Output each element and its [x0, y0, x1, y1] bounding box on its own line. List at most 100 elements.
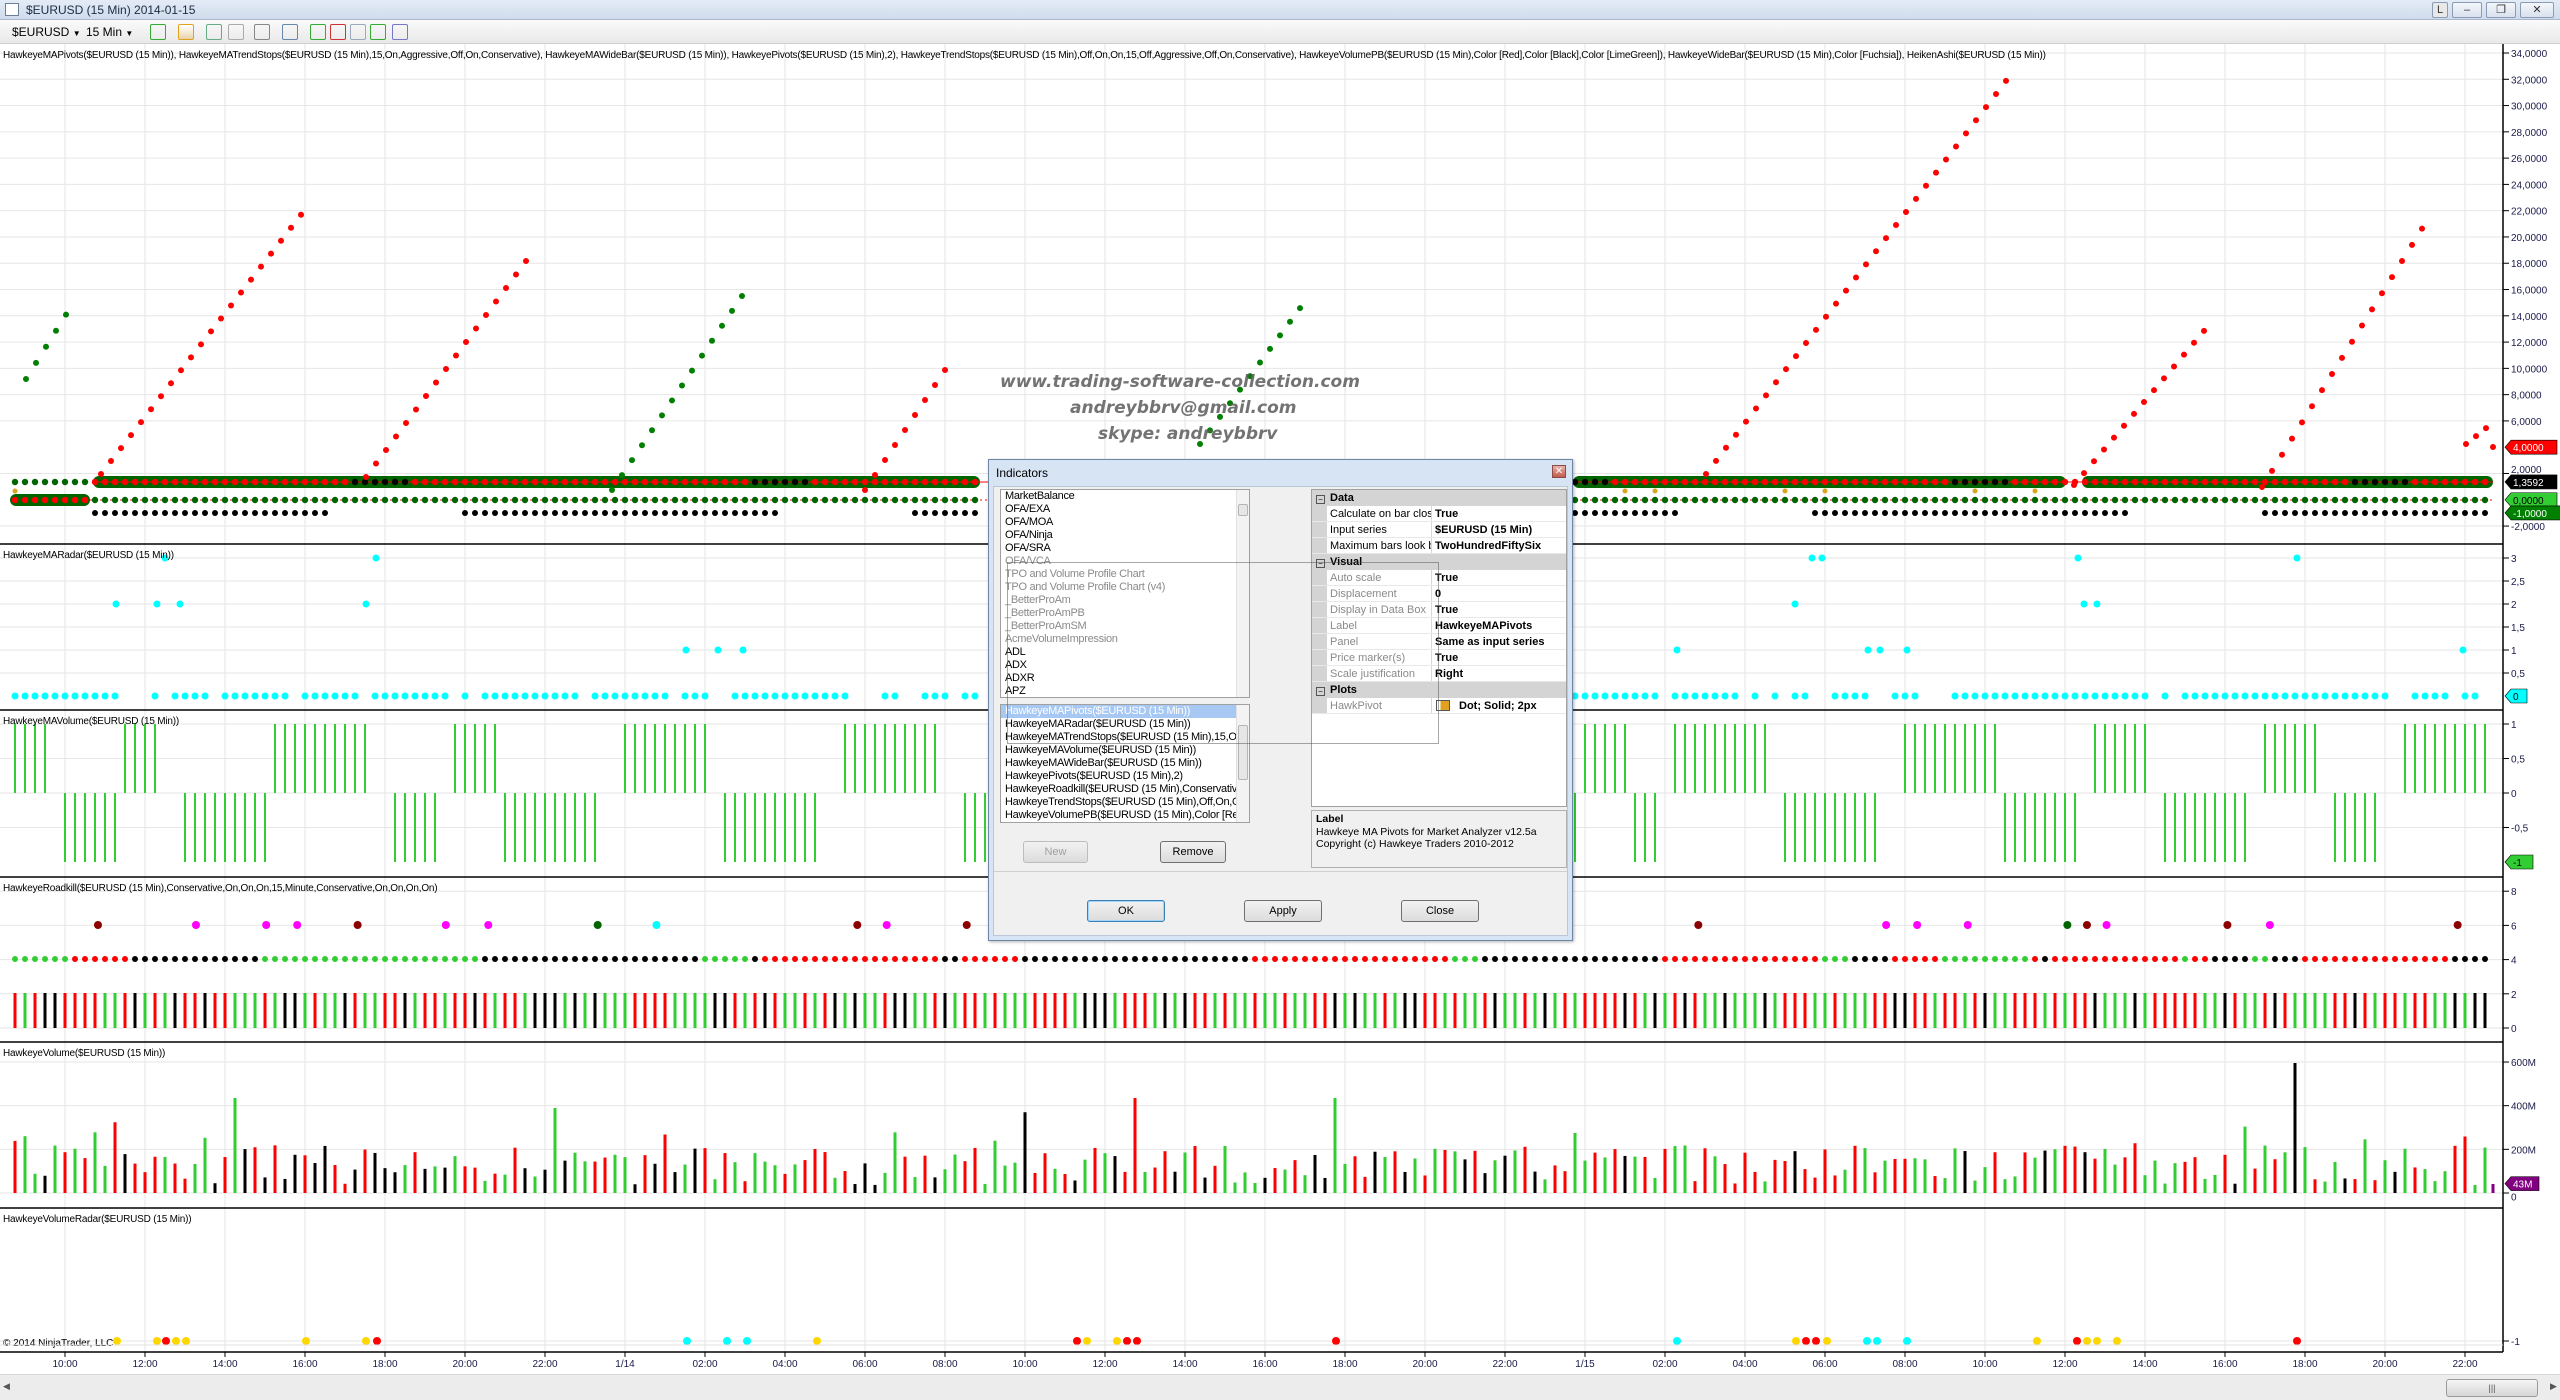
property-category[interactable]: − Data	[1312, 490, 1566, 506]
available-indicator-item[interactable]: TPO and Volume Profile Chart	[1005, 568, 1145, 580]
available-indicator-item[interactable]: OFA/Ninja	[1005, 529, 1053, 541]
property-row[interactable]: HawkPivot Dot; Solid; 2px	[1312, 698, 1566, 714]
property-row[interactable]: Panel Same as input series	[1312, 634, 1566, 650]
available-indicators-list[interactable]: MarketBalance OFA/EXA OFA/MOA OFA/Ninja OFA/…	[1000, 489, 1250, 698]
available-indicator-item[interactable]: OFA/EXA	[1005, 503, 1050, 515]
applied-indicator-item[interactable]: HawkeyeRoadkill($EURUSD (15 Min),Conserv…	[1005, 783, 1237, 795]
property-row[interactable]: Displacement 0	[1312, 586, 1566, 602]
property-category[interactable]: − Plots	[1312, 682, 1566, 698]
property-category[interactable]: − Visual	[1312, 554, 1566, 570]
roadkill-dot	[1402, 956, 1408, 962]
magnifier-icon[interactable]	[282, 24, 298, 40]
pivot-dot	[111, 478, 119, 486]
layout-button[interactable]: L	[2432, 2, 2448, 18]
property-value[interactable]: True	[1435, 652, 1459, 664]
applied-indicator-item[interactable]: HawkeyePivots($EURUSD (15 Min),2)	[1005, 770, 1183, 782]
available-indicator-item[interactable]: AcmeVolumeImpression	[1005, 633, 1118, 645]
list-scrollbar[interactable]	[1236, 705, 1249, 822]
property-value[interactable]: HawkeyeMAPivots	[1435, 620, 1533, 632]
list-scrollbar[interactable]	[1236, 490, 1249, 697]
property-value[interactable]: Same as input series	[1435, 636, 1545, 648]
interval-selector[interactable]: 15 Min ▼	[86, 24, 133, 40]
minimize-button[interactable]: –	[2452, 2, 2482, 18]
chart-style-icon[interactable]	[150, 24, 166, 40]
pivot-dot	[221, 478, 229, 486]
close-button[interactable]: Close	[1401, 900, 1479, 922]
applied-indicators-list[interactable]: HawkeyeMAPivots($EURUSD (15 Min)) Hawkeye…	[1000, 704, 1250, 823]
horizontal-scrollbar[interactable]: ◀ ||| ▶	[0, 1374, 2560, 1400]
available-indicator-item[interactable]: OFA/SRA	[1005, 542, 1051, 554]
applied-indicator-item[interactable]: HawkeyeTrendStops($EURUSD (15 Min),Off,O…	[1005, 796, 1237, 808]
property-row[interactable]: Input series $EURUSD (15 Min)	[1312, 522, 1566, 538]
strategies-icon[interactable]	[330, 24, 346, 40]
new-button[interactable]: New	[1023, 841, 1088, 863]
property-row[interactable]: Label HawkeyeMAPivots	[1312, 618, 1566, 634]
available-indicator-item[interactable]: OFA/MOA	[1005, 516, 1054, 528]
cursor-icon[interactable]	[254, 24, 270, 40]
collapse-icon[interactable]: −	[1316, 495, 1325, 504]
dialog-close-icon[interactable]: ✕	[1552, 465, 1566, 478]
time-axis-label: 08:00	[1892, 1359, 1917, 1370]
properties-icon[interactable]	[350, 24, 366, 40]
available-indicator-item[interactable]: APZ	[1005, 685, 1026, 697]
property-value[interactable]: True	[1435, 572, 1459, 584]
roadkill-dot	[952, 956, 958, 962]
available-indicator-item[interactable]: _BetterProAm	[1005, 594, 1071, 606]
close-window-button[interactable]: ✕	[2520, 2, 2554, 18]
properties-grid[interactable]: − Data Calculate on bar close True Input ser…	[1311, 489, 1567, 807]
roadkill-dot	[1592, 956, 1598, 962]
radar-dot	[681, 692, 689, 700]
available-indicator-item[interactable]: OFA/VCA	[1005, 555, 1051, 567]
drawing-tool-icon[interactable]	[178, 24, 194, 40]
pivot-dot	[761, 496, 769, 504]
apply-button[interactable]: Apply	[1244, 900, 1322, 922]
property-row[interactable]: Auto scale True	[1312, 570, 1566, 586]
trend-stop-dot	[1227, 400, 1233, 407]
available-indicator-item[interactable]: _BetterProAmPB	[1005, 607, 1085, 619]
scroll-left-arrow-icon[interactable]: ◀	[3, 1381, 10, 1391]
remove-button[interactable]: Remove	[1160, 841, 1226, 863]
property-row[interactable]: Scale justification Right	[1312, 666, 1566, 682]
available-indicator-item[interactable]: ADL	[1005, 646, 1026, 658]
data-box-icon[interactable]	[392, 24, 408, 40]
available-indicator-item[interactable]: ADX	[1005, 659, 1027, 671]
property-value[interactable]: True	[1435, 508, 1459, 520]
applied-indicator-item[interactable]: HawkeyeMATrendStops($EURUSD (15 Min),15,…	[1005, 731, 1237, 743]
available-indicator-item[interactable]: ADXR	[1005, 672, 1035, 684]
trend-stop-dot	[1217, 413, 1223, 420]
pivot-dot	[591, 496, 599, 504]
property-value[interactable]: Dot; Solid; 2px	[1459, 700, 1537, 712]
property-row[interactable]: Calculate on bar close True	[1312, 506, 1566, 522]
applied-indicator-item[interactable]: HawkeyeMAVolume($EURUSD (15 Min))	[1005, 744, 1197, 756]
property-row[interactable]: Display in Data Box True	[1312, 602, 1566, 618]
scrollbar-thumb[interactable]: |||	[2446, 1379, 2538, 1397]
zoom-out-icon[interactable]	[228, 24, 244, 40]
instrument-selector[interactable]: $EURUSD ▼	[12, 24, 81, 40]
indicators-icon[interactable]	[310, 24, 326, 40]
property-value[interactable]: True	[1435, 604, 1459, 616]
property-row[interactable]: Price marker(s) True	[1312, 650, 1566, 666]
trend-stop-dot	[699, 352, 705, 359]
property-value[interactable]: $EURUSD (15 Min)	[1435, 524, 1533, 536]
applied-indicator-item[interactable]: HawkeyeMARadar($EURUSD (15 Min))	[1005, 718, 1191, 730]
dollar-icon[interactable]	[370, 24, 386, 40]
ok-button[interactable]: OK	[1087, 900, 1165, 922]
applied-indicator-item[interactable]: HawkeyeMAWideBar($EURUSD (15 Min))	[1005, 757, 1202, 769]
collapse-icon[interactable]: −	[1316, 559, 1325, 568]
time-axis-label: 08:00	[932, 1359, 957, 1370]
available-indicator-item[interactable]: TPO and Volume Profile Chart (v4)	[1005, 581, 1166, 593]
property-value[interactable]: Right	[1435, 668, 1464, 680]
available-indicator-item[interactable]: MarketBalance	[1005, 490, 1075, 502]
property-row[interactable]: Maximum bars look backTwoHundredFiftySix	[1312, 538, 1566, 554]
roadkill-dot	[1212, 956, 1218, 962]
scroll-right-arrow-icon[interactable]: ▶	[2550, 1381, 2557, 1391]
property-value[interactable]: 0	[1435, 588, 1442, 600]
restore-button[interactable]: ❐	[2486, 2, 2516, 18]
collapse-icon[interactable]: −	[1316, 687, 1325, 696]
pivot-dot	[631, 496, 639, 504]
applied-indicator-item[interactable]: HawkeyeMAPivots($EURUSD (15 Min))	[1001, 705, 1237, 718]
available-indicator-item[interactable]: _BetterProAmSM	[1005, 620, 1087, 632]
zoom-in-icon[interactable]	[206, 24, 222, 40]
applied-indicator-item[interactable]: HawkeyeVolumePB($EURUSD (15 Min),Color […	[1005, 809, 1237, 821]
property-value[interactable]: TwoHundredFiftySix	[1435, 540, 1542, 552]
